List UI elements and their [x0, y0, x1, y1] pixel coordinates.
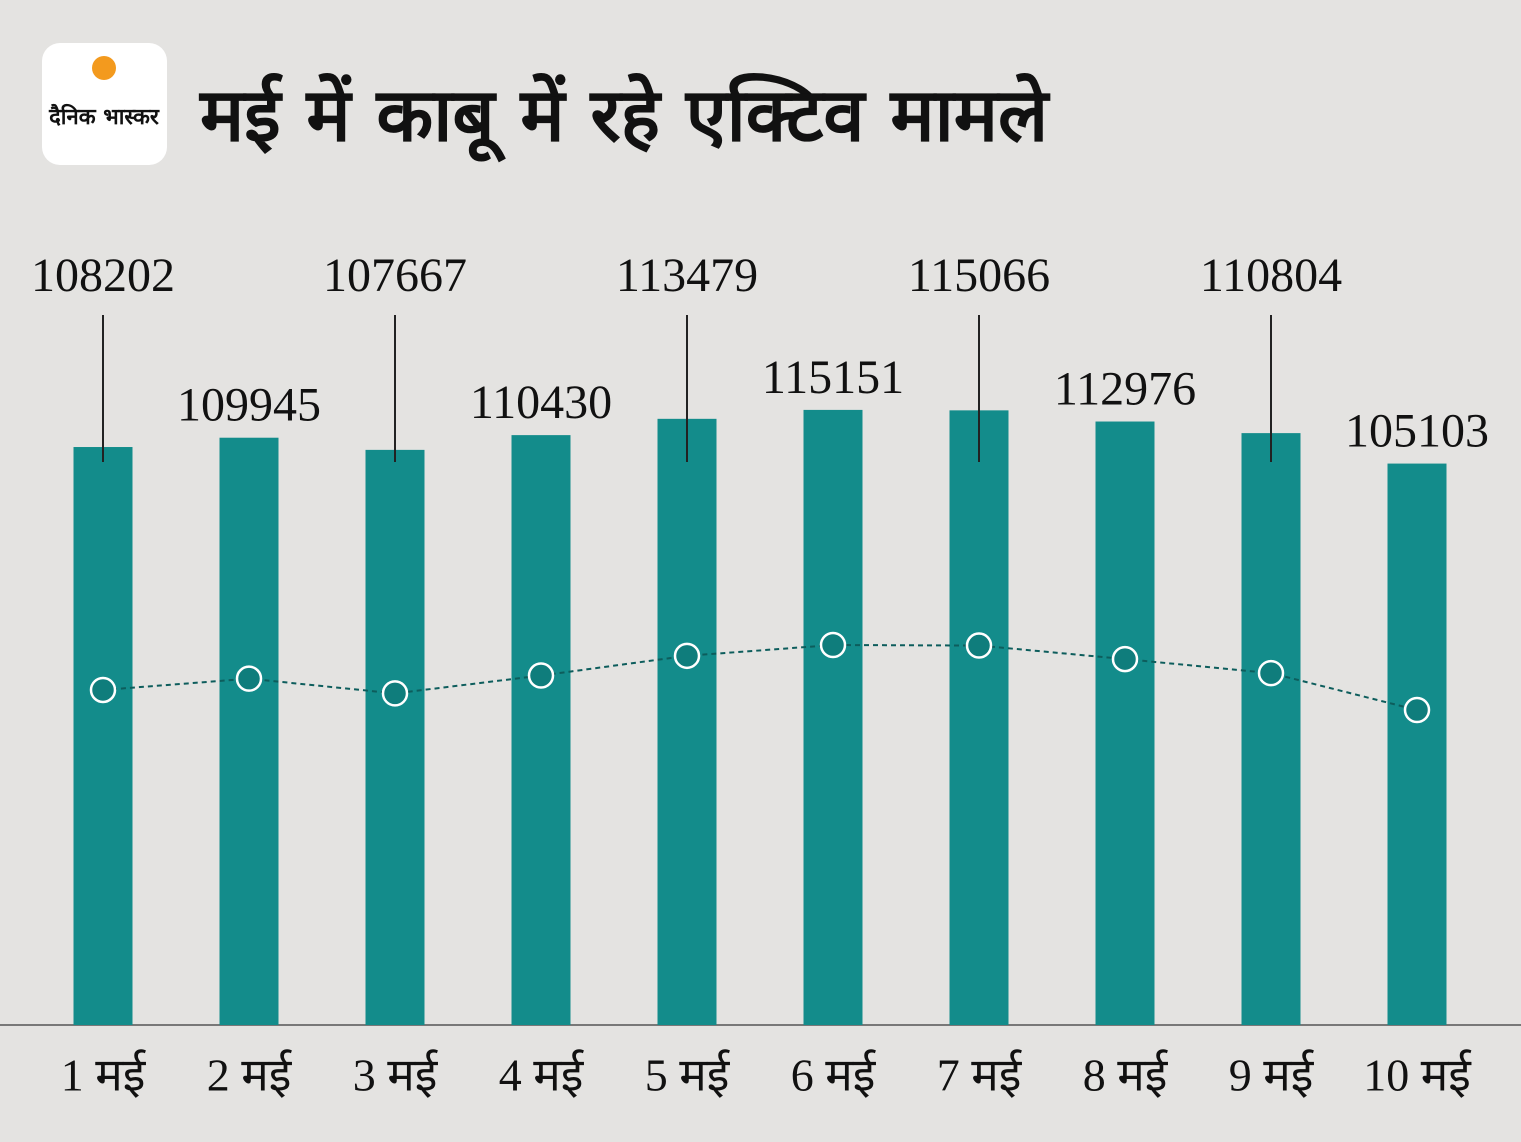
x-tick-label: 1 मई [61, 1049, 147, 1101]
value-label: 110804 [1200, 249, 1342, 302]
trend-point [1403, 696, 1431, 724]
trend-point [381, 680, 409, 707]
x-tick-label: 5 मई [645, 1049, 731, 1101]
x-tick-label: 7 मई [937, 1049, 1023, 1101]
x-tick-label: 10 मई [1363, 1049, 1472, 1101]
bar [1387, 463, 1447, 1025]
x-tick-label: 3 मई [353, 1049, 439, 1101]
bar [511, 435, 571, 1025]
trend-point [965, 632, 993, 659]
x-tick-label: 9 मई [1229, 1049, 1315, 1101]
x-tick-label: 2 मई [207, 1049, 293, 1101]
bar [219, 437, 279, 1025]
trend-point [527, 662, 555, 689]
trend-point [1257, 659, 1285, 687]
x-tick-label: 4 मई [499, 1049, 585, 1101]
trend-point [89, 676, 117, 704]
bar [1095, 421, 1155, 1025]
bar [657, 418, 717, 1025]
value-label: 110430 [470, 376, 612, 429]
x-tick-label: 6 मई [791, 1049, 877, 1101]
value-label: 108202 [31, 249, 175, 302]
trend-point [673, 642, 701, 670]
trend-line [102, 643, 1418, 711]
logo-sun [92, 56, 116, 80]
trend-point [819, 631, 847, 659]
value-label: 115151 [762, 351, 904, 404]
bar [73, 447, 133, 1025]
bar [949, 410, 1009, 1025]
trend-point [1111, 645, 1139, 673]
value-label: 113479 [616, 249, 758, 302]
value-label: 105103 [1345, 405, 1489, 458]
chart-title: मई में काबू में रहे एक्टिव मामले [198, 73, 1051, 163]
value-label: 112976 [1054, 363, 1196, 416]
value-label: 115066 [908, 249, 1050, 302]
bar [365, 449, 425, 1025]
x-tick-label: 8 मई [1083, 1049, 1169, 1101]
logo-box [42, 43, 167, 165]
value-label: 109945 [177, 379, 321, 432]
bar [1241, 433, 1301, 1026]
logo-text: दैनिक भास्कर [48, 103, 160, 130]
trend-point [235, 665, 263, 692]
bar [803, 409, 863, 1025]
value-label: 107667 [323, 249, 467, 302]
